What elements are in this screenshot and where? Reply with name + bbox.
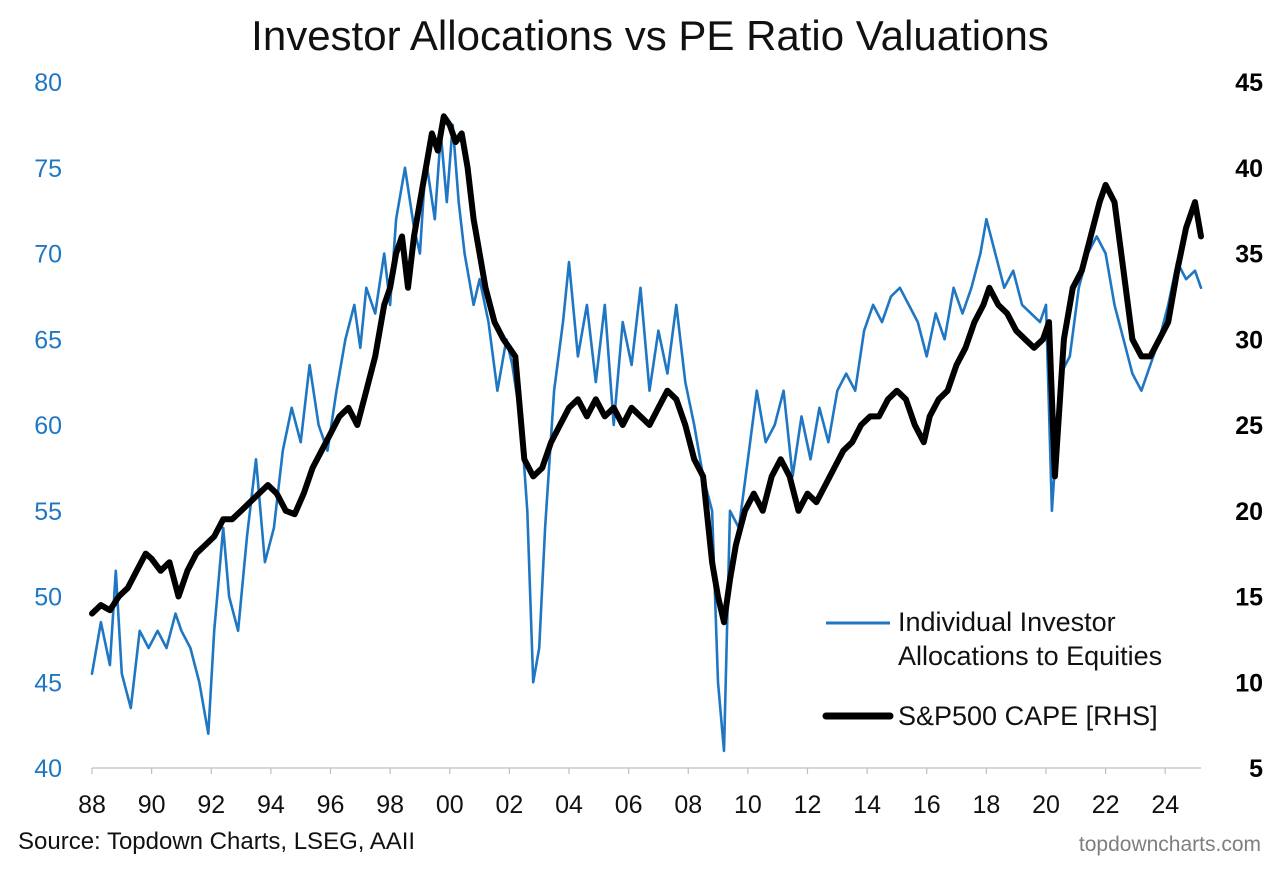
y-right-tick-label: 10: [1235, 669, 1263, 697]
y-left-tick-label: 65: [34, 326, 62, 354]
y-left-tick-label: 50: [34, 584, 62, 612]
x-tick-label: 14: [853, 791, 881, 819]
x-tick-label: 00: [436, 791, 464, 819]
y-right-tick-label: 35: [1235, 241, 1263, 269]
y-right-tick-label: 45: [1235, 69, 1263, 97]
y-right-tick-label: 15: [1235, 584, 1263, 612]
x-tick-label: 16: [913, 791, 941, 819]
x-tick-label: 24: [1151, 791, 1179, 819]
x-tick-label: 02: [495, 791, 523, 819]
legend-label-investor-allocations: Allocations to Equities: [898, 641, 1162, 671]
x-tick-label: 94: [257, 791, 285, 819]
x-tick-label: 20: [1032, 791, 1060, 819]
x-tick-label: 92: [197, 791, 225, 819]
y-axis-right-ticks: 5 10 15 20 25 30 35 40 45: [1235, 69, 1263, 783]
y-left-tick-label: 45: [34, 669, 62, 697]
x-tick-label: 88: [78, 791, 106, 819]
y-right-tick-label: 25: [1235, 412, 1263, 440]
x-tick-label: 10: [734, 791, 762, 819]
x-tick-label: 98: [376, 791, 404, 819]
chart-title: Investor Allocations vs PE Ratio Valuati…: [251, 12, 1049, 59]
y-right-tick-label: 5: [1249, 755, 1263, 783]
x-tick-label: 90: [138, 791, 166, 819]
series-line-sp500-cape: [89, 113, 1204, 626]
x-tick-label: 12: [794, 791, 822, 819]
y-left-tick-label: 60: [34, 412, 62, 440]
y-right-tick-label: 40: [1235, 155, 1263, 183]
y-axis-left-ticks: 40 45 50 55 60 65 70 75 80: [34, 69, 62, 783]
x-tick-label: 08: [674, 791, 702, 819]
y-left-tick-label: 40: [34, 755, 62, 783]
y-right-tick-label: 20: [1235, 498, 1263, 526]
series-group: [89, 113, 1204, 753]
source-note: Source: Topdown Charts, LSEG, AAII: [18, 828, 416, 855]
legend-label-sp500-cape: S&P500 CAPE [RHS]: [898, 701, 1158, 731]
y-left-tick-label: 55: [34, 498, 62, 526]
x-tick-label: 18: [972, 791, 1000, 819]
series-line-investor-allocations: [90, 123, 1203, 753]
x-tick-label: 06: [615, 791, 643, 819]
brand-watermark: topdowncharts.com: [1078, 833, 1261, 856]
y-left-tick-label: 75: [34, 155, 62, 183]
legend-label-investor-allocations: Individual Investor: [898, 607, 1116, 637]
x-tick-label: 22: [1092, 791, 1120, 819]
x-tick-label: 04: [555, 791, 583, 819]
x-axis: 88 90 92 94 96 98 00 02 04 06 08 10 12 14 16 18 20 22 24: [78, 767, 1201, 819]
x-tick-label: 96: [317, 791, 345, 819]
y-left-tick-label: 70: [34, 241, 62, 269]
y-right-tick-label: 30: [1235, 326, 1263, 354]
y-left-tick-label: 80: [34, 69, 62, 97]
legend: Individual Investor Allocations to Equiti…: [822, 607, 1162, 731]
